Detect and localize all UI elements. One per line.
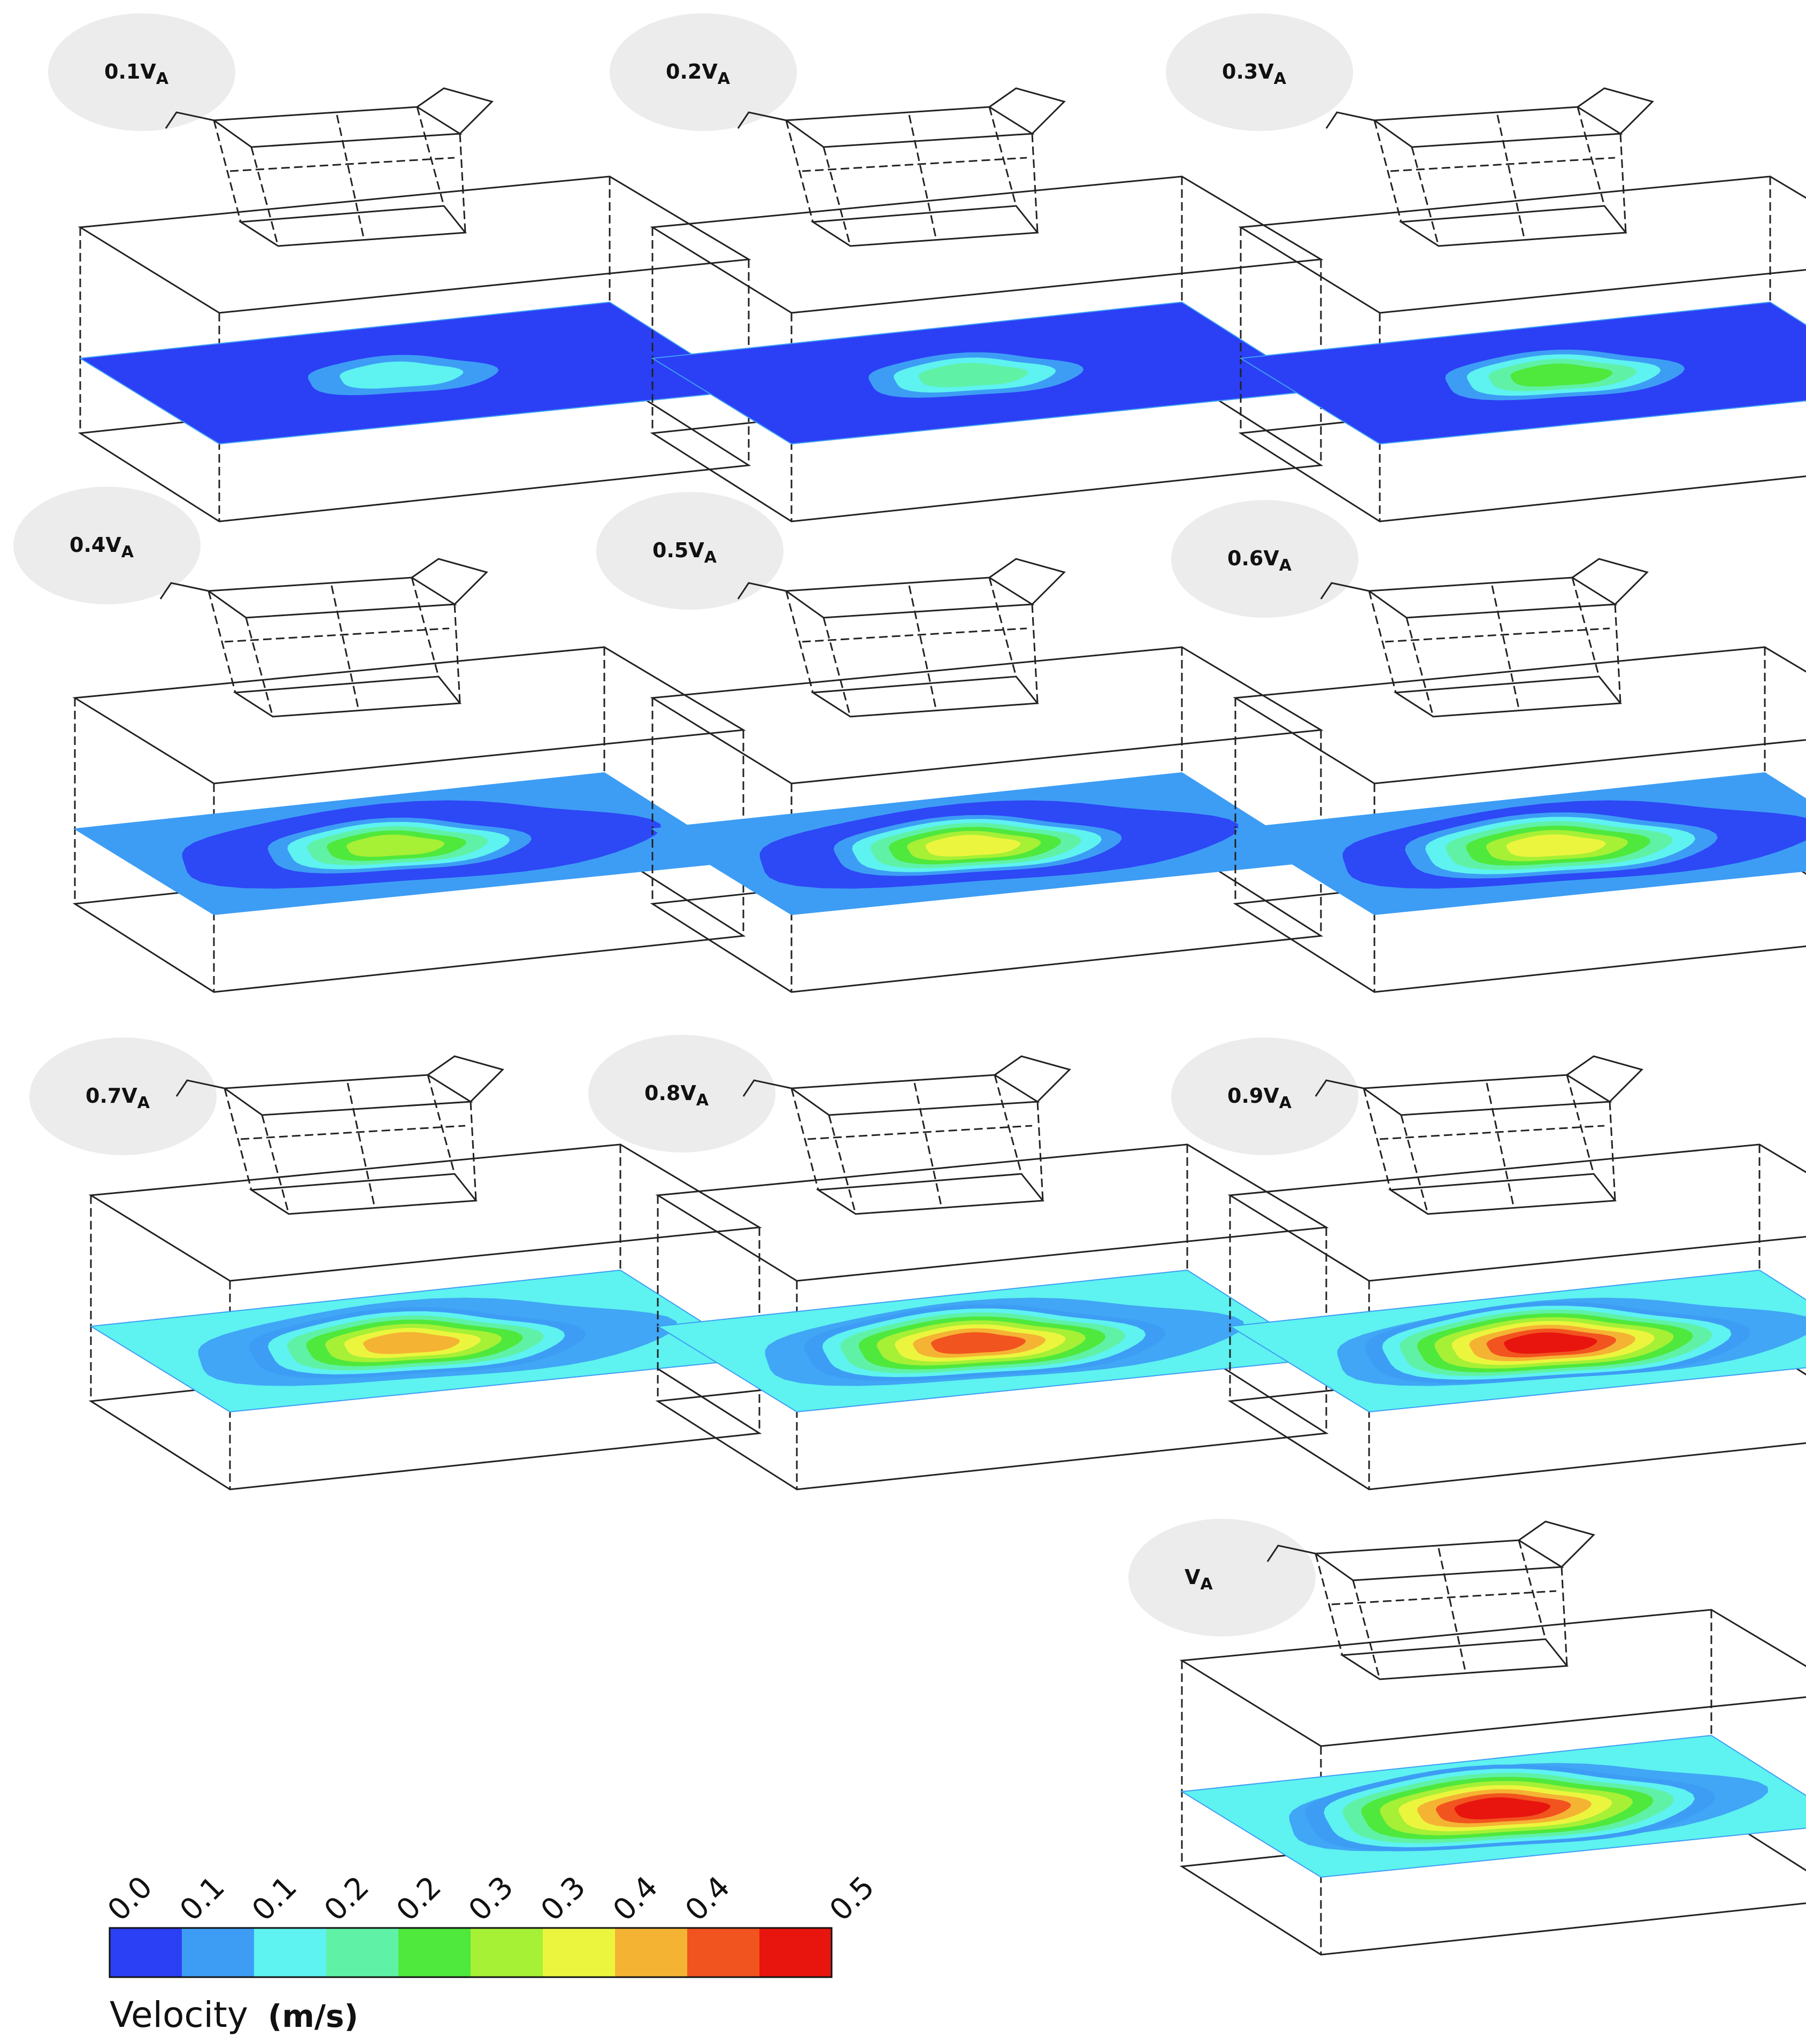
panel-label-text: 0.2V	[666, 60, 718, 83]
panel-label: 0.3VA	[1222, 60, 1287, 88]
panel-label-text: 0.1V	[104, 60, 156, 83]
panel-label-text: 0.3V	[1222, 60, 1274, 83]
legend-tick-label: 0.4	[679, 1870, 737, 1928]
legend-tick-label: 0.2	[390, 1870, 448, 1928]
legend-swatch	[398, 1928, 471, 1977]
panel-label-text: 0.9V	[1227, 1084, 1279, 1108]
panel-label-subscript: A	[1279, 556, 1292, 575]
velocity-contour-plane	[78, 301, 750, 445]
panel-label-bubble	[13, 487, 201, 604]
panel-label-subscript: A	[121, 543, 134, 562]
hood-wireframe	[742, 1055, 1071, 1215]
panel-label-subscript: A	[1200, 1575, 1213, 1594]
panel-label-subscript: A	[718, 70, 731, 88]
legend-swatch	[471, 1928, 543, 1977]
panel-label-bubble	[588, 1035, 775, 1152]
panel-label: VA	[1185, 1565, 1213, 1594]
panel-label-bubble	[1171, 1038, 1358, 1155]
contour-panel: VA	[1128, 1519, 1806, 1956]
panel-label-text: 0.5V	[652, 539, 704, 562]
panel-label: 0.6VA	[1227, 547, 1292, 575]
panel-label-text: 0.4V	[70, 533, 121, 557]
hood-wireframe	[1320, 558, 1649, 718]
hood-wireframe	[1315, 1055, 1643, 1215]
velocity-contour-plane	[650, 772, 1323, 916]
panel-label-subscript: A	[704, 548, 717, 567]
hood-wireframe	[1266, 1520, 1595, 1680]
velocity-legend: 0.0 0.1 0.1 0.2 0.2 0.3 0.3 0.4 0.4 0.5 Velocity …	[101, 1870, 881, 2035]
panel-label: 0.4VA	[70, 533, 134, 562]
panel-label-subscript: A	[137, 1094, 150, 1112]
contour-panel: 0.3VA	[1166, 13, 1806, 522]
panel-label: 0.7VA	[86, 1084, 150, 1112]
legend-tick-label: 0.5	[823, 1870, 881, 1928]
panel-label: 0.1VA	[104, 60, 169, 88]
contour-panel: 0.2VA	[610, 13, 1324, 522]
contour-panel: 0.9VA	[1171, 1038, 1806, 1490]
panel-label-bubble	[48, 13, 235, 131]
hood-wireframe	[737, 558, 1066, 718]
velocity-contour-plane	[656, 1269, 1328, 1413]
legend-tick-label: 0.0	[101, 1870, 159, 1928]
velocity-contour-plane	[89, 1269, 761, 1413]
panel-label-subscript: A	[696, 1091, 709, 1110]
legend-swatch	[543, 1928, 615, 1977]
hood-wireframe	[159, 558, 488, 718]
legend-tick-label: 0.2	[318, 1870, 376, 1928]
panel-label-bubble	[1128, 1519, 1316, 1636]
panel-label-text: 0.8V	[644, 1081, 696, 1105]
legend-tick-label: 0.3	[534, 1870, 593, 1928]
legend-title-text: Velocity	[110, 1994, 248, 2035]
panel-label-bubble	[1166, 13, 1353, 131]
legend-swatch	[110, 1928, 182, 1977]
legend-swatch	[182, 1928, 254, 1977]
legend-swatch	[254, 1928, 326, 1977]
hood-wireframe	[1325, 87, 1654, 247]
velocity-contour-plane	[1239, 301, 1806, 445]
panel-label-bubble	[1171, 500, 1358, 618]
panel-label: 0.5VA	[652, 539, 717, 567]
legend-unit: (m/s)	[268, 1998, 358, 2034]
panel-label-subscript: A	[1274, 70, 1287, 88]
contour-panel: 0.5VA	[596, 492, 1324, 993]
panel-label-bubble	[29, 1038, 217, 1155]
panel-label-subscript: A	[1279, 1094, 1292, 1112]
legend-tick-label: 0.3	[462, 1870, 520, 1928]
legend-swatch	[687, 1928, 759, 1977]
velocity-contour-plane	[1180, 1734, 1806, 1878]
panel-label-bubble	[610, 13, 797, 131]
legend-tick-label: 0.4	[606, 1870, 665, 1928]
contour-panel: 0.7VA	[29, 1038, 762, 1490]
contour-panel: 0.8VA	[588, 1035, 1329, 1490]
velocity-contour-plane	[1228, 1269, 1806, 1413]
legend-swatch	[759, 1928, 832, 1977]
hood-wireframe	[175, 1055, 504, 1215]
velocity-contour-plane	[73, 772, 745, 916]
panel-label: 0.2VA	[666, 60, 731, 88]
velocity-contour-plane	[1233, 772, 1806, 916]
hood-wireframe	[165, 87, 494, 247]
legend-tick-label: 0.1	[173, 1870, 232, 1928]
legend-tick-labels: 0.0 0.1 0.1 0.2 0.2 0.3 0.3 0.4 0.4 0.5	[101, 1870, 881, 1928]
panel-label-text: 0.6V	[1227, 547, 1279, 570]
contour-panel: 0.4VA	[13, 487, 746, 993]
legend-color-bar	[109, 1927, 833, 1978]
legend-swatch	[615, 1928, 687, 1977]
panel-label-text: V	[1185, 1565, 1201, 1589]
contour-panel: 0.6VA	[1171, 500, 1806, 993]
hood-wireframe	[737, 87, 1066, 247]
panel-label: 0.8VA	[644, 1081, 709, 1110]
panel-label-bubble	[596, 492, 783, 610]
panel-label-subscript: A	[156, 70, 169, 88]
legend-swatch	[326, 1928, 398, 1977]
panel-label: 0.9VA	[1227, 1084, 1292, 1112]
legend-tick-label: 0.1	[245, 1870, 304, 1928]
panel-label-text: 0.7V	[86, 1084, 137, 1108]
legend-title: Velocity (m/s)	[110, 1994, 358, 2035]
